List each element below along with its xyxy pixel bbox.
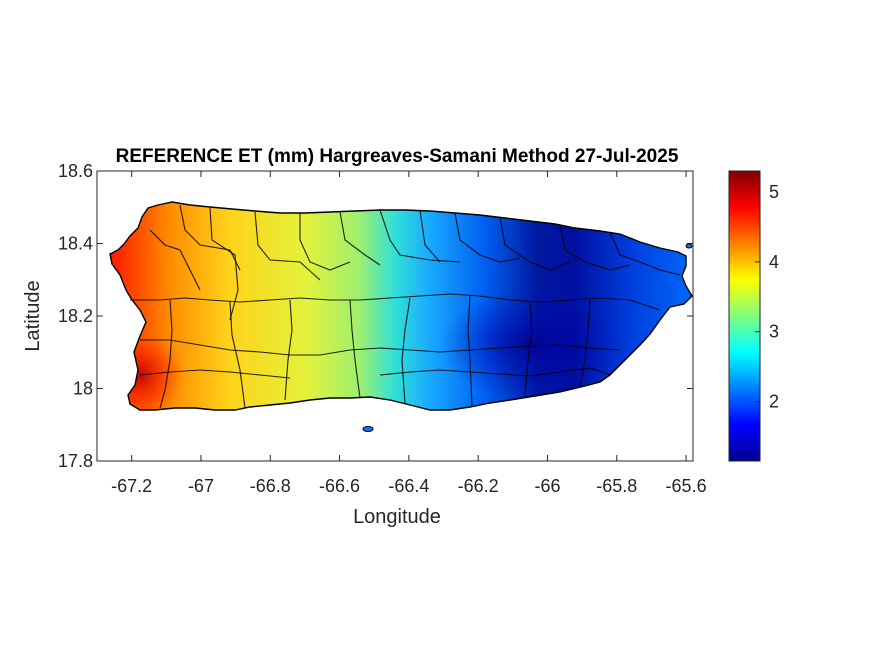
municipality-boundary	[290, 347, 441, 356]
x-tick-label: -66.6	[319, 476, 360, 496]
municipality-boundary	[401, 297, 411, 405]
colorbar-tick-label: 5	[769, 182, 779, 202]
municipality-boundary	[139, 369, 291, 379]
x-tick-label: -66.2	[458, 476, 499, 496]
municipality-boundary	[299, 213, 351, 271]
colorbar-tick-label: 4	[769, 252, 779, 272]
island-coastline	[109, 201, 693, 411]
municipality-boundary	[130, 297, 301, 303]
x-tick-label: -66.8	[250, 476, 291, 496]
municipality-boundary	[379, 209, 461, 263]
municipality-boundary	[379, 369, 531, 377]
municipality-boundary	[159, 299, 173, 409]
municipality-boundary	[449, 293, 661, 311]
municipality-boundary	[299, 293, 451, 301]
colorbar: 2 3 4 5	[728, 170, 779, 462]
municipality-boundary	[579, 299, 591, 388]
municipality-boundary	[419, 209, 441, 263]
municipality-boundary	[209, 207, 239, 321]
municipality-boundary	[284, 299, 293, 401]
y-tick-label: 17.8	[58, 451, 93, 471]
y-tick-label: 18.2	[58, 306, 93, 326]
municipality-boundary	[229, 301, 246, 409]
municipality-boundary	[454, 212, 521, 263]
municipality-boundary	[179, 204, 241, 271]
x-tick-label: -66.4	[388, 476, 429, 496]
x-tick-label: -67	[188, 476, 214, 496]
municipality-boundary	[339, 211, 381, 266]
colorbar-gradient	[728, 170, 761, 462]
municipality-boundary	[149, 229, 201, 291]
municipality-boundary	[609, 231, 681, 276]
colorbar-tick-label: 3	[769, 322, 779, 342]
x-axis: -67.2 -67 -66.8 -66.6 -66.4 -66.2 -66 -65.8 -65.…	[111, 171, 707, 496]
municipality-boundary	[559, 224, 631, 271]
municipality-boundary	[254, 211, 321, 281]
y-axis: 18.6 18.4 18.2 18 17.8	[58, 161, 693, 471]
x-tick-label: -66	[534, 476, 560, 496]
municipality-boundaries	[130, 204, 681, 409]
colorbar-ticks: 2 3 4 5	[755, 182, 779, 412]
y-axis-title: Latitude	[22, 280, 44, 351]
municipality-boundary	[524, 301, 533, 398]
y-tick-label: 18	[73, 379, 93, 399]
colorbar-tick-label: 2	[769, 392, 779, 412]
y-tick-label: 18.6	[58, 161, 93, 181]
chart-title: REFERENCE ET (mm) Hargreaves-Samani Meth…	[116, 146, 679, 167]
municipality-boundary	[140, 339, 291, 356]
x-tick-label: -65.8	[596, 476, 637, 496]
islet-caja-de-muertos	[362, 426, 374, 432]
municipality-boundary	[499, 217, 571, 271]
municipality-boundary	[529, 367, 611, 377]
municipality-boundary	[349, 299, 361, 399]
municipality-boundary	[467, 295, 473, 407]
x-tick-label: -65.6	[666, 476, 707, 496]
x-axis-title: Longitude	[353, 506, 441, 528]
x-tick-label: -67.2	[111, 476, 152, 496]
y-tick-label: 18.4	[58, 234, 93, 254]
islet-east	[685, 243, 693, 249]
